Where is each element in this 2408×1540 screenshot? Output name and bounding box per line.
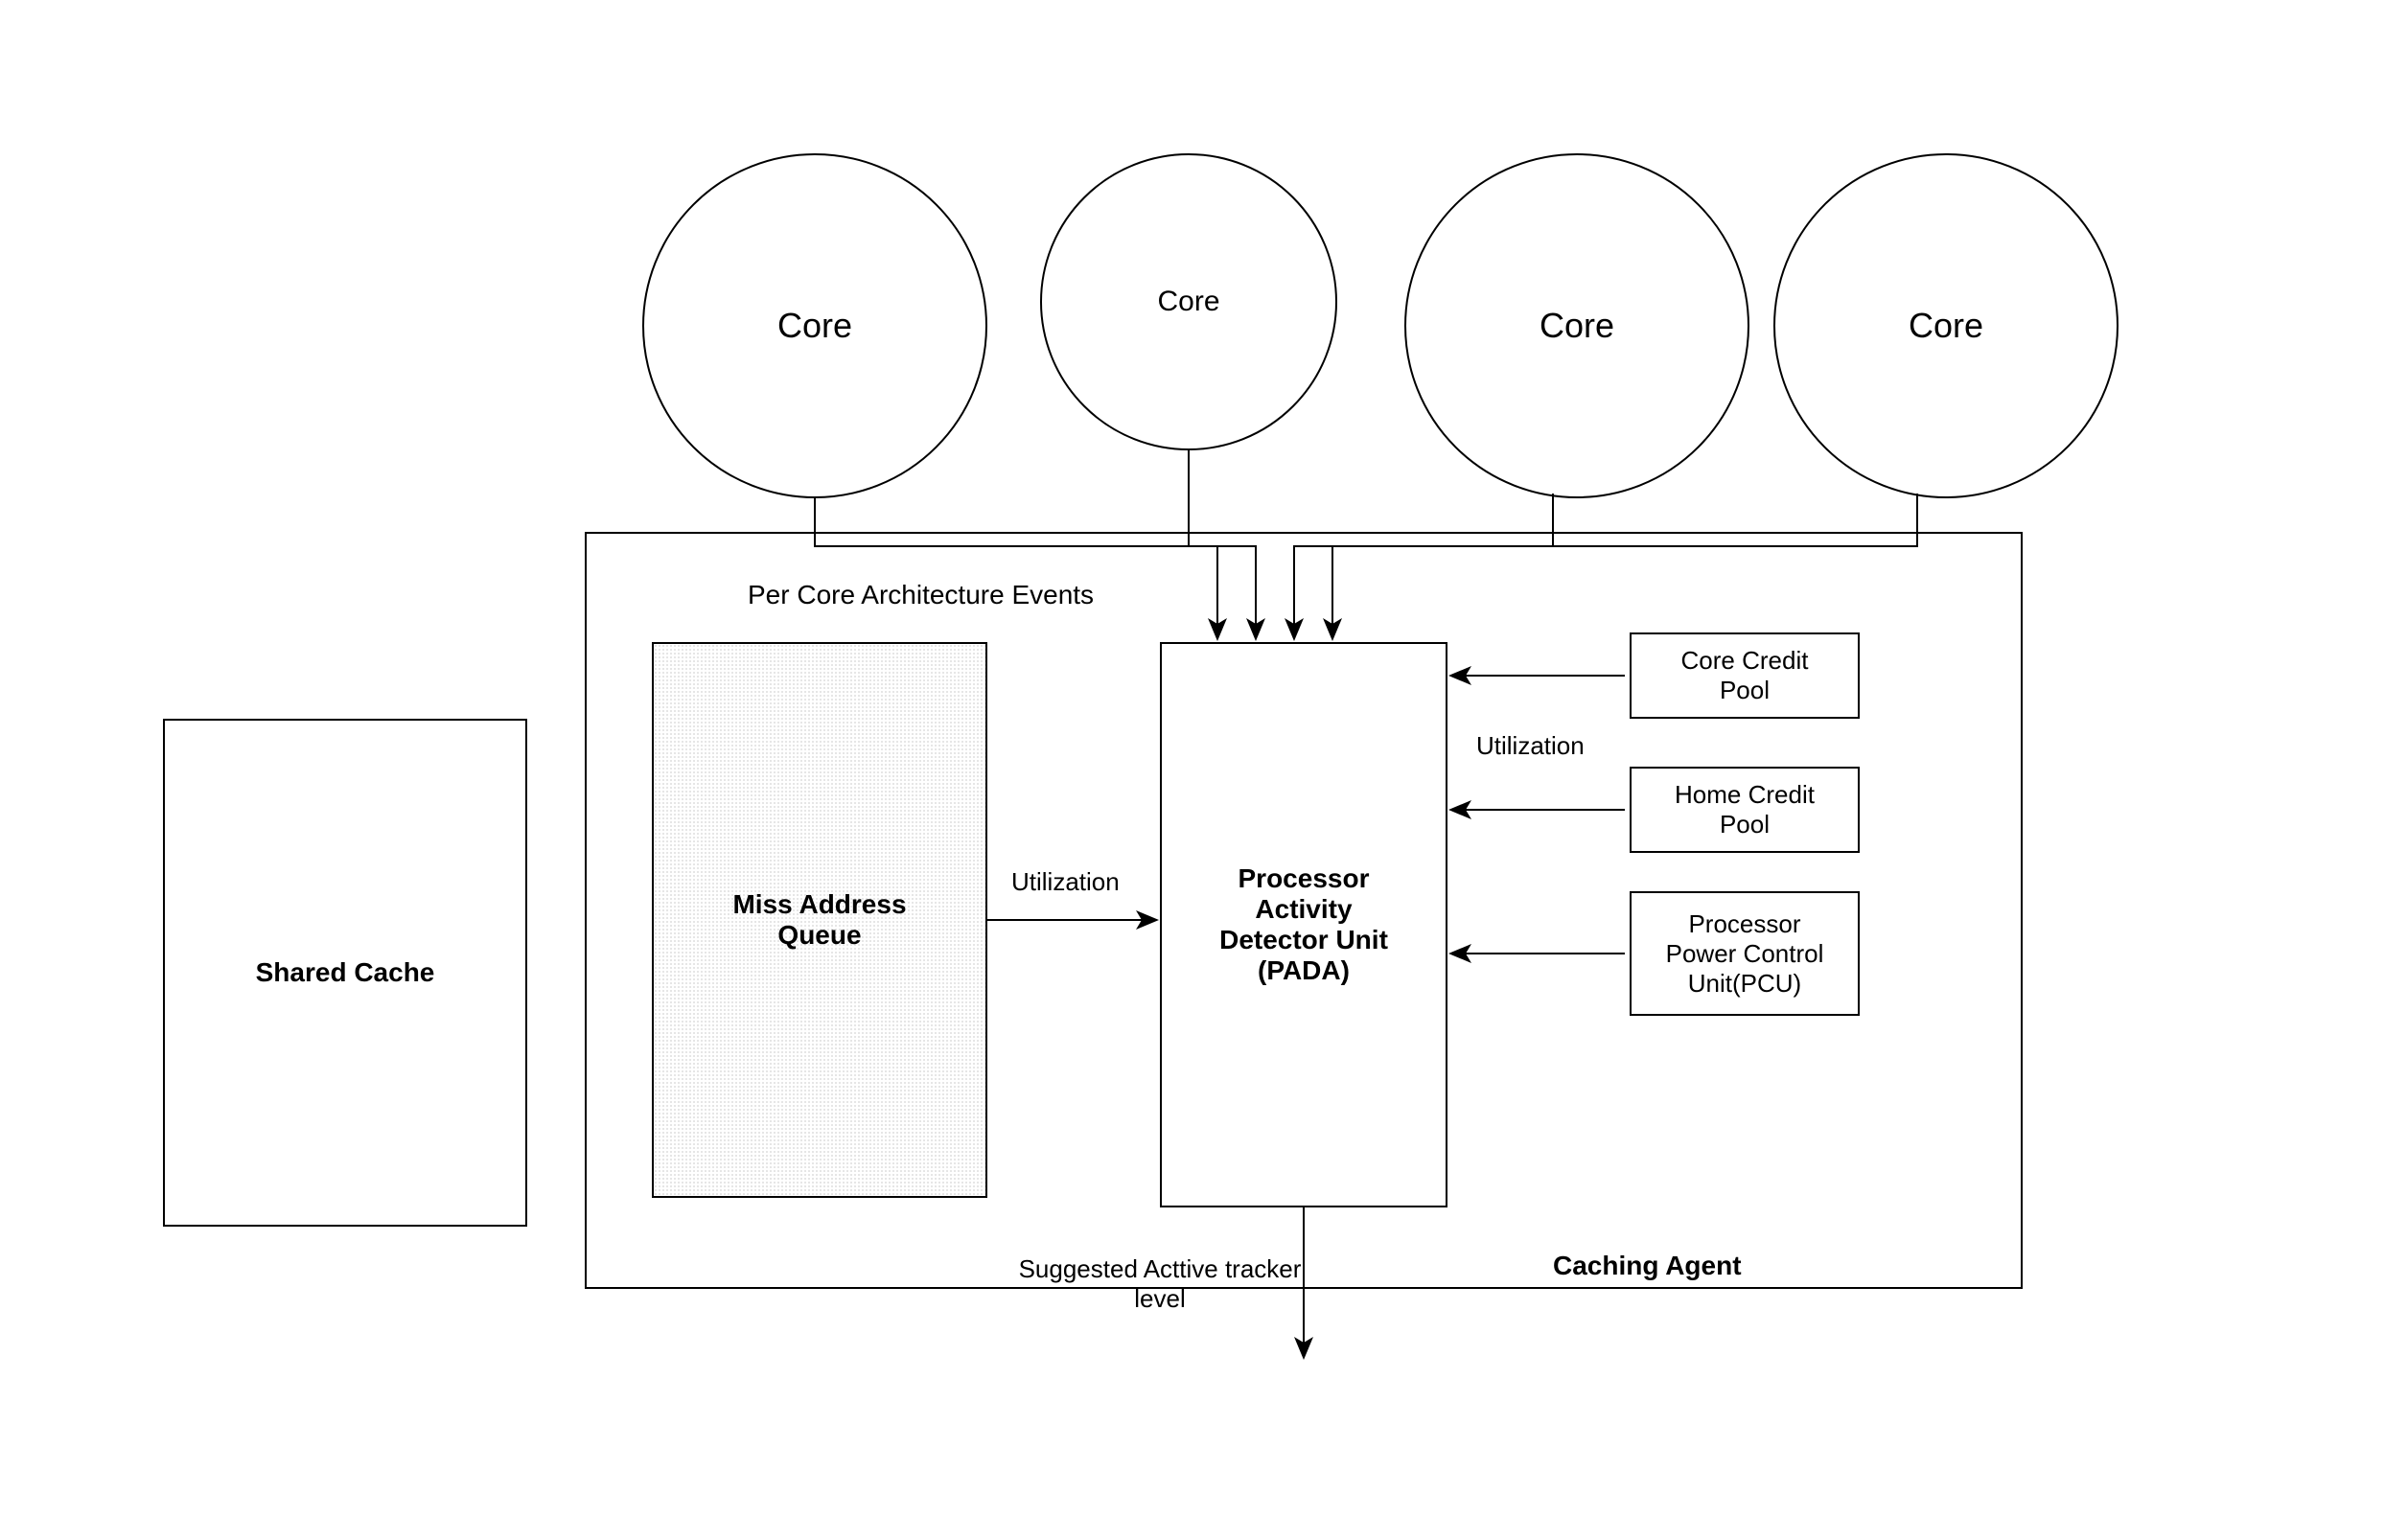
node-core-4: Core xyxy=(1773,153,2119,498)
node-label: Core Credit Pool xyxy=(1681,646,1809,705)
node-core-2: Core xyxy=(1040,153,1337,450)
node-core-1: Core xyxy=(642,153,987,498)
node-miss-address-queue: Miss Address Queue xyxy=(652,642,987,1198)
label-utilization-right: Utilization xyxy=(1476,731,1585,761)
node-pcu: Processor Power Control Unit(PCU) xyxy=(1630,891,1860,1016)
node-label: Core xyxy=(1540,306,1614,346)
node-label: Miss Address Queue xyxy=(732,889,906,951)
node-home-credit-pool: Home Credit Pool xyxy=(1630,767,1860,853)
node-label: Home Credit Pool xyxy=(1675,780,1815,839)
node-label: Core xyxy=(1157,286,1219,318)
label-suggested-tracker: Suggested Acttive tracker level xyxy=(1016,1225,1304,1314)
node-core-credit-pool: Core Credit Pool xyxy=(1630,632,1860,719)
node-label: Processor Activity Detector Unit (PADA) xyxy=(1219,863,1388,986)
node-label: Shared Cache xyxy=(256,957,435,988)
node-shared-cache: Shared Cache xyxy=(163,719,527,1227)
node-core-3: Core xyxy=(1404,153,1749,498)
label-per-core-events: Per Core Architecture Events xyxy=(748,580,1094,610)
node-pada: Processor Activity Detector Unit (PADA) xyxy=(1160,642,1447,1207)
node-label: Core xyxy=(1909,306,1983,346)
label-caching-agent: Caching Agent xyxy=(1553,1251,1742,1281)
node-label: Core xyxy=(777,306,852,346)
block-diagram: Core Core Core Core Shared Cache Miss Ad… xyxy=(0,0,2408,1540)
label-utilization-left: Utilization xyxy=(1011,867,1120,897)
node-label: Processor Power Control Unit(PCU) xyxy=(1666,909,1824,999)
